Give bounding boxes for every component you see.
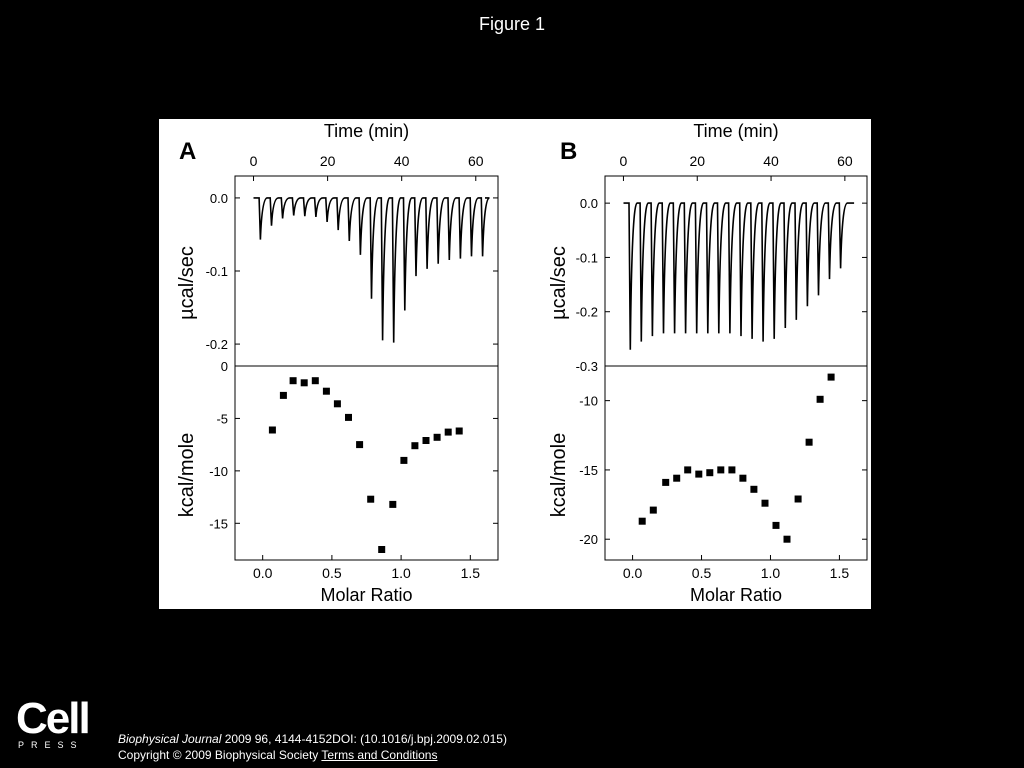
enthalpy-tick-label: -15 xyxy=(209,516,228,531)
power-tick-label: 0.0 xyxy=(210,191,228,206)
top-axis-label: Time (min) xyxy=(693,121,778,141)
ratio-axis-label: Molar Ratio xyxy=(320,585,412,605)
isotherm-point xyxy=(750,485,758,493)
time-tick-label: 0 xyxy=(250,153,258,169)
time-tick-label: 60 xyxy=(837,153,853,169)
isotherm-point xyxy=(444,428,452,436)
isotherm-point xyxy=(268,426,276,434)
isotherm-point xyxy=(684,466,692,474)
isotherm-point xyxy=(411,442,419,450)
citation-details: 2009 96, 4144-4152DOI: (10.1016/j.bpj.20… xyxy=(221,732,507,746)
isotherm-point xyxy=(827,373,835,381)
panel-b: B Time (min) 0 20 40 60 0.0 -0.1 -0.2 -0.3 µcal/se… xyxy=(548,121,868,605)
time-tick-label: 20 xyxy=(320,153,336,169)
isothermal-titration-figure: A Time (min) 0 20 40 60 0.0 -0.1 -0.2 µcal/sec 0.0… xyxy=(176,121,868,605)
isotherm-point xyxy=(422,437,430,444)
isotherm-point xyxy=(356,441,364,449)
top-axis-label: Time (min) xyxy=(324,121,409,141)
isotherm-point xyxy=(717,466,725,474)
thermogram-trace xyxy=(253,197,490,343)
enthalpy-axis-label: kcal/mole xyxy=(548,433,570,517)
isotherm-point xyxy=(695,470,703,478)
isotherm-point xyxy=(649,506,657,514)
isotherm-point xyxy=(662,478,670,486)
isotherm-point xyxy=(311,377,319,385)
copyright-text: Copyright © 2009 Biophysical Society xyxy=(118,748,319,762)
journal-name: Biophysical Journal xyxy=(118,732,222,746)
isotherm-point xyxy=(728,466,736,474)
terms-link[interactable]: Terms and Conditions xyxy=(321,748,438,762)
ratio-tick-label: 0.0 xyxy=(253,565,273,581)
isotherm-point xyxy=(739,474,747,482)
power-tick-label: -0.1 xyxy=(576,250,598,265)
ratio-tick-label: 0.5 xyxy=(322,565,342,581)
isotherm-point xyxy=(333,400,341,408)
axes-frame xyxy=(604,175,868,561)
power-tick-label: -0.1 xyxy=(206,264,228,279)
enthalpy-tick-label: -10 xyxy=(209,464,228,479)
time-tick-label: 40 xyxy=(394,153,410,169)
enthalpy-tick-label: -15 xyxy=(579,463,598,478)
time-tick-label: 0 xyxy=(620,153,628,169)
panel-letter: B xyxy=(560,138,577,165)
power-axis-label: µcal/sec xyxy=(548,246,570,320)
isotherm-point xyxy=(783,535,791,543)
isotherm-point xyxy=(433,433,441,441)
time-tick-label: 60 xyxy=(468,153,484,169)
ratio-tick-label: 0.5 xyxy=(692,565,712,581)
power-tick-label: 0.0 xyxy=(580,196,598,211)
ratio-tick-label: 1.5 xyxy=(830,565,850,581)
power-tick-label: -0.2 xyxy=(576,305,598,320)
time-tick-label: 40 xyxy=(763,153,779,169)
logo-word: Cell xyxy=(16,694,91,743)
panel-a: A Time (min) 0 20 40 60 0.0 -0.1 -0.2 µcal/sec 0.0… xyxy=(176,121,499,605)
isotherm-point xyxy=(706,469,714,477)
enthalpy-axis-label: kcal/mole xyxy=(176,433,198,517)
figure-panel: A Time (min) 0 20 40 60 0.0 -0.1 -0.2 µcal/sec 0.0… xyxy=(159,119,871,609)
slide-title: Figure 1 xyxy=(478,14,546,34)
power-tick-label: -0.3 xyxy=(576,359,598,374)
thermogram-trace xyxy=(623,202,855,350)
isotherm-point xyxy=(638,517,646,525)
isotherm-point xyxy=(378,546,386,553)
isotherm-point xyxy=(322,387,330,395)
panel-letter: A xyxy=(179,138,196,165)
isotherm-point xyxy=(772,521,780,529)
ratio-tick-label: 1.5 xyxy=(461,565,481,581)
isotherm-point xyxy=(300,379,308,387)
enthalpy-tick-label: -20 xyxy=(579,532,598,547)
isotherm-point xyxy=(279,391,287,399)
logo-subtitle: PRESS xyxy=(18,740,84,750)
isotherm-point xyxy=(367,495,375,503)
enthalpy-tick-label: -10 xyxy=(579,394,598,409)
citation: Biophysical Journal 2009 96, 4144-4152DO… xyxy=(118,731,507,763)
cell-press-logo: Cell PRESS xyxy=(16,694,91,754)
power-tick-label: -0.2 xyxy=(206,337,228,352)
isotherm-point xyxy=(673,474,681,482)
enthalpy-tick-label: 0 xyxy=(221,359,228,374)
ratio-tick-label: 0.0 xyxy=(623,565,643,581)
isotherm-point xyxy=(794,495,802,503)
citation-line-2: Copyright © 2009 Biophysical Society Ter… xyxy=(118,747,507,763)
isotherm-point xyxy=(289,377,297,385)
power-axis-label: µcal/sec xyxy=(176,246,198,320)
time-tick-label: 20 xyxy=(689,153,705,169)
enthalpy-tick-label: -5 xyxy=(216,411,228,426)
axes-frame xyxy=(234,175,499,561)
ratio-axis-label: Molar Ratio xyxy=(690,585,782,605)
ratio-tick-label: 1.0 xyxy=(761,565,781,581)
isotherm-point xyxy=(345,413,352,421)
citation-line-1: Biophysical Journal 2009 96, 4144-4152DO… xyxy=(118,731,507,747)
isotherm-point xyxy=(816,395,824,403)
ratio-tick-label: 1.0 xyxy=(391,565,411,581)
isotherm-point xyxy=(400,456,408,464)
isotherm-point xyxy=(761,499,769,507)
isotherm-point xyxy=(389,500,397,508)
isotherm-point xyxy=(805,438,813,446)
isotherm-point xyxy=(455,427,463,435)
